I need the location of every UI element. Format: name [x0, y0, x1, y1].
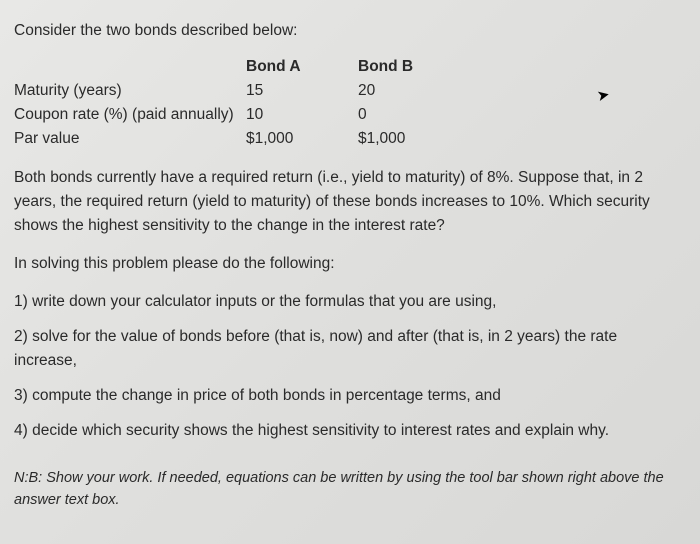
step-item: 3) compute the change in price of both b… [14, 384, 672, 407]
cell-a: 15 [246, 82, 358, 100]
bonds-table: Bond A Bond B Maturity (years) 15 20 Cou… [14, 58, 672, 148]
table-row: Par value $1,000 $1,000 [14, 130, 672, 148]
row-label: Par value [14, 130, 246, 148]
cell-b: 0 [358, 106, 470, 124]
note-text: N:B: Show your work. If needed, equation… [14, 468, 672, 512]
instructions-lead: In solving this problem please do the fo… [14, 252, 672, 276]
step-item: 1) write down your calculator inputs or … [14, 290, 672, 313]
step-item: 4) decide which security shows the highe… [14, 419, 672, 442]
cell-a: 10 [246, 106, 358, 124]
row-label: Coupon rate (%) (paid annually) [14, 106, 246, 124]
table-row: Coupon rate (%) (paid annually) 10 0 [14, 106, 672, 124]
cell-b: $1,000 [358, 130, 470, 148]
question-paragraph: Both bonds currently have a required ret… [14, 166, 672, 238]
cell-b: 20 [358, 82, 470, 100]
intro-text: Consider the two bonds described below: [14, 22, 672, 40]
table-row: Maturity (years) 15 20 [14, 82, 672, 100]
col-header-a: Bond A [246, 58, 358, 76]
cell-a: $1,000 [246, 130, 358, 148]
step-item: 2) solve for the value of bonds before (… [14, 325, 672, 372]
table-header-row: Bond A Bond B [14, 58, 672, 76]
col-header-b: Bond B [358, 58, 470, 76]
row-label: Maturity (years) [14, 82, 246, 100]
